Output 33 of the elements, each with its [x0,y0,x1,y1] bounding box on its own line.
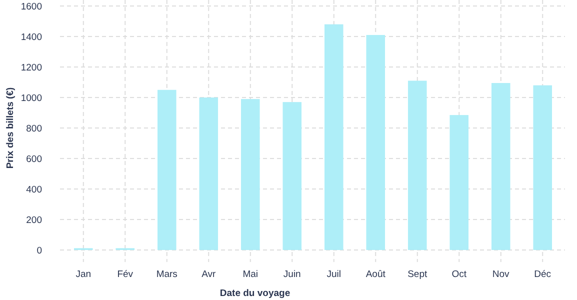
bar [408,80,427,250]
x-tick-label: Mars [156,269,178,280]
bar [199,98,218,250]
y-axis-title: Prix des billets (€) [5,87,16,169]
x-axis-title: Date du voyage [220,288,290,299]
bar [157,90,176,250]
x-tick-label: Sept [408,269,428,280]
y-tick-label: 200 [26,214,42,226]
y-tick-label: 1400 [20,32,42,43]
x-tick-label: Août [366,269,386,280]
bar [450,115,469,250]
x-tick-label: Oct [452,269,467,280]
x-tick-label: Fév [117,269,134,280]
x-tick-label: Juil [326,269,342,280]
y-tick-label: 600 [26,154,42,165]
y-tick-label: 1600 [20,1,42,12]
bar [533,85,552,250]
x-tick-label: Jan [76,269,92,280]
x-tick-label: Mai [242,269,258,280]
x-tick-label: Avr [202,269,216,280]
bar [240,99,260,250]
bar [491,83,510,250]
x-tick-label: Déc [534,269,552,280]
x-tick-label: Nov [492,269,510,280]
y-tick-label: 800 [26,123,42,134]
bar [282,102,302,250]
bar [324,24,344,250]
y-tick-label: 1200 [20,62,42,74]
y-tick-label: 1000 [20,92,42,104]
y-tick-label: 0 [36,245,42,256]
y-tick-label: 400 [26,184,42,196]
bar [366,34,386,250]
x-tick-label: Juin [283,269,301,280]
